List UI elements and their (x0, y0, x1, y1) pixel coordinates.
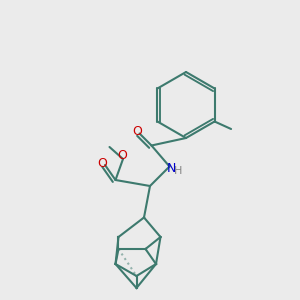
Text: O: O (97, 157, 107, 170)
Text: O: O (132, 125, 142, 139)
Text: O: O (117, 148, 127, 162)
Text: H: H (173, 166, 182, 176)
Text: N: N (166, 162, 176, 176)
